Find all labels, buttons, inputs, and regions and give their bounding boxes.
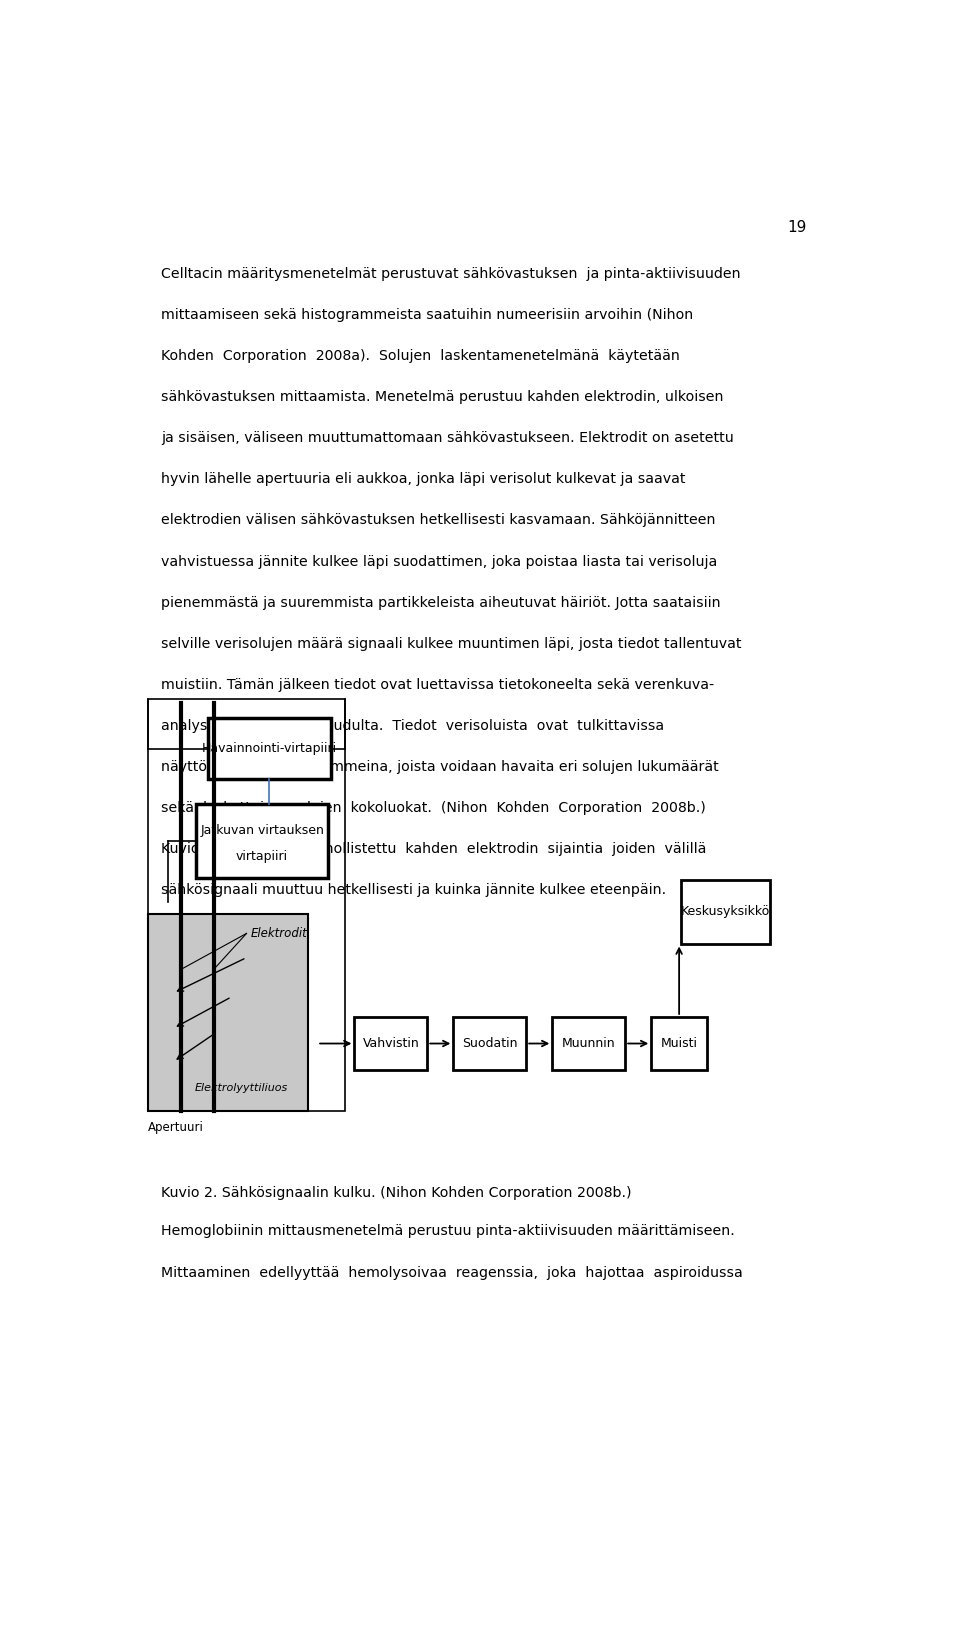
Text: sekä  laskettujen  solujen  kokoluokat.  (Nihon  Kohden  Corporation  2008b.): sekä laskettujen solujen kokoluokat. (Ni… <box>161 802 706 815</box>
Text: Muisti: Muisti <box>660 1037 698 1050</box>
Text: Celltacin määritysmenetelmät perustuvat sähkövastuksen  ja pinta-aktiivisuuden: Celltacin määritysmenetelmät perustuvat … <box>161 266 740 281</box>
Text: analysaattorin  näyttöruudulta.  Tiedot  verisoluista  ovat  tulkittavissa: analysaattorin näyttöruudulta. Tiedot ve… <box>161 720 664 733</box>
Bar <box>148 915 308 1111</box>
Text: muistiin. Tämän jälkeen tiedot ovat luettavissa tietokoneelta sekä verenkuva-: muistiin. Tämän jälkeen tiedot ovat luet… <box>161 679 714 692</box>
Text: pienemmästä ja suuremmista partikkeleista aiheutuvat häiriöt. Jotta saataisiin: pienemmästä ja suuremmista partikkeleist… <box>161 596 721 610</box>
Text: Suodatin: Suodatin <box>462 1037 517 1050</box>
Text: Kohden  Corporation  2008a).  Solujen  laskentamenetelmänä  käytetään: Kohden Corporation 2008a). Solujen laske… <box>161 348 680 363</box>
Bar <box>196 805 328 877</box>
Bar <box>354 1017 427 1070</box>
Text: Vahvistin: Vahvistin <box>363 1037 420 1050</box>
Text: selville verisolujen määrä signaali kulkee muuntimen läpi, josta tiedot tallentu: selville verisolujen määrä signaali kulk… <box>161 637 741 651</box>
Text: vahvistuessa jännite kulkee läpi suodattimen, joka poistaa liasta tai verisoluja: vahvistuessa jännite kulkee läpi suodatt… <box>161 555 717 568</box>
Bar <box>207 718 330 779</box>
Text: Havainnointi-virtapiiri: Havainnointi-virtapiiri <box>202 743 337 756</box>
Text: sähkösignaali muuttuu hetkellisesti ja kuinka jännite kulkee eteenpäin.: sähkösignaali muuttuu hetkellisesti ja k… <box>161 884 666 897</box>
Bar <box>453 1017 526 1070</box>
Bar <box>552 1017 625 1070</box>
Bar <box>681 881 770 943</box>
Text: virtapiiri: virtapiiri <box>236 849 288 863</box>
Text: elektrodien välisen sähkövastuksen hetkellisesti kasvamaan. Sähköjännitteen: elektrodien välisen sähkövastuksen hetke… <box>161 513 715 527</box>
Text: Hemoglobiinin mittausmenetelmä perustuu pinta-aktiivisuuden määrittämiseen.: Hemoglobiinin mittausmenetelmä perustuu … <box>161 1224 734 1239</box>
Text: näyttöruudulta histogrammeina, joista voidaan havaita eri solujen lukumäärät: näyttöruudulta histogrammeina, joista vo… <box>161 761 719 774</box>
Text: hyvin lähelle apertuuria eli aukkoa, jonka läpi verisolut kulkevat ja saavat: hyvin lähelle apertuuria eli aukkoa, jon… <box>161 472 685 486</box>
Text: Elektrolyyttiliuos: Elektrolyyttiliuos <box>194 1083 288 1093</box>
Text: Mittaaminen  edellyyttää  hemolysoivaa  reagenssia,  joka  hajottaa  aspiroiduss: Mittaaminen edellyyttää hemolysoivaa rea… <box>161 1265 743 1280</box>
Text: Kuviossa  2  on  havainnollistettu  kahden  elektrodin  sijaintia  joiden  välil: Kuviossa 2 on havainnollistettu kahden e… <box>161 843 707 856</box>
Text: 19: 19 <box>787 220 806 235</box>
Text: Keskusyksikkö: Keskusyksikkö <box>681 905 770 918</box>
Text: mittaamiseen sekä histogrammeista saatuihin numeerisiin arvoihin (Nihon: mittaamiseen sekä histogrammeista saatui… <box>161 307 693 322</box>
Text: sähkövastuksen mittaamista. Menetelmä perustuu kahden elektrodin, ulkoisen: sähkövastuksen mittaamista. Menetelmä pe… <box>161 389 724 404</box>
Bar <box>651 1017 707 1070</box>
Text: Muunnin: Muunnin <box>562 1037 615 1050</box>
Text: Jatkuvan virtauksen: Jatkuvan virtauksen <box>201 825 324 838</box>
Text: Elektrodit: Elektrodit <box>251 927 307 940</box>
Text: Kuvio 2. Sähkösignaalin kulku. (Nihon Kohden Corporation 2008b.): Kuvio 2. Sähkösignaalin kulku. (Nihon Ko… <box>161 1186 632 1201</box>
Text: ja sisäisen, väliseen muuttumattomaan sähkövastukseen. Elektrodit on asetettu: ja sisäisen, väliseen muuttumattomaan sä… <box>161 430 733 445</box>
Text: Apertuuri: Apertuuri <box>148 1121 204 1134</box>
Bar <box>148 700 346 1111</box>
